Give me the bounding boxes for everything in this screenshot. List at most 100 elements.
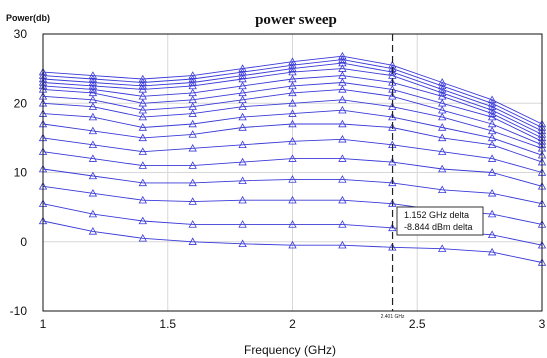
y-tick-label: 0	[20, 235, 27, 249]
series-point	[388, 102, 397, 110]
series-point	[88, 209, 98, 218]
delta-power-text: -8.844 dBm delta	[404, 222, 473, 232]
series-line	[42, 109, 543, 156]
series-point	[338, 220, 347, 228]
series-point	[138, 123, 147, 131]
series-point	[188, 119, 197, 128]
series-point	[388, 242, 397, 251]
series-line	[42, 99, 543, 149]
x-tick-label: 2	[289, 317, 296, 331]
series-point	[88, 85, 98, 93]
series-point	[388, 223, 397, 232]
series-point	[288, 137, 297, 145]
series-point	[238, 176, 247, 185]
series-line	[42, 137, 543, 173]
series-point	[288, 240, 297, 249]
series-point	[338, 55, 347, 63]
series-point	[388, 123, 397, 131]
series-point	[138, 161, 147, 169]
series-point	[188, 161, 197, 169]
series-point	[88, 188, 98, 197]
series-point	[138, 133, 147, 142]
series-line	[42, 151, 543, 187]
series-point	[438, 147, 447, 155]
series-point	[188, 78, 197, 86]
series-point	[238, 239, 247, 248]
series-point	[388, 67, 397, 76]
series-point	[338, 195, 347, 204]
series-point	[438, 112, 447, 121]
series-point	[438, 164, 447, 173]
series-point	[188, 220, 197, 228]
delta-box-frame	[396, 206, 484, 236]
series-point	[487, 140, 497, 149]
series-point	[238, 102, 247, 110]
delta-freq-text: 1.152 GHz delta	[404, 210, 469, 220]
y-tick-label: 10	[14, 166, 28, 180]
series-point	[288, 195, 297, 204]
series-point	[438, 244, 447, 252]
series-line	[42, 168, 543, 205]
x-tick-label: 3	[539, 317, 546, 331]
series-point	[487, 109, 497, 117]
marker-group	[38, 51, 547, 266]
series-point	[338, 175, 347, 183]
series-point	[388, 178, 397, 187]
series-point	[388, 199, 397, 207]
series-point	[188, 109, 197, 117]
series-point	[288, 64, 297, 72]
series-point	[338, 240, 347, 249]
series-point	[188, 197, 197, 205]
series-point	[338, 154, 347, 162]
series-point	[88, 154, 98, 162]
series-point	[138, 233, 147, 242]
series-point	[238, 123, 247, 131]
series-line	[42, 68, 543, 135]
y-tick-label: 20	[14, 96, 28, 110]
series-point	[138, 81, 147, 90]
series-point	[188, 143, 197, 152]
series-point	[238, 112, 247, 121]
series-point	[438, 133, 447, 142]
series-line	[42, 220, 543, 263]
series-point	[188, 237, 197, 245]
series-line	[42, 88, 543, 146]
series-point	[487, 154, 497, 162]
series-line	[42, 123, 543, 163]
x-tick-label: 1.5	[159, 317, 176, 331]
series-point	[288, 220, 297, 228]
plot-frame	[42, 33, 543, 312]
series-point	[487, 247, 497, 256]
series-point	[188, 178, 197, 187]
series-point	[288, 88, 297, 97]
series-point	[88, 140, 98, 149]
series-point	[288, 119, 297, 128]
delta-box: 1.152 GHz delta -8.844 dBm delta	[396, 206, 484, 236]
series-point	[88, 112, 98, 121]
series-point	[288, 175, 297, 183]
series-point	[138, 112, 147, 121]
series-line	[42, 82, 543, 142]
y-axis-label: Power(db)	[6, 13, 50, 23]
series-point	[487, 188, 497, 197]
series-point	[238, 220, 247, 228]
x-axis-label: Frequency (GHz)	[244, 343, 336, 357]
series-point	[238, 195, 247, 204]
series-point	[438, 123, 447, 131]
x-tick-label: 1	[40, 317, 47, 331]
series-point	[487, 230, 497, 239]
chart-title: power sweep	[255, 12, 337, 28]
series-point	[388, 157, 397, 166]
series-point	[88, 126, 98, 135]
series-point	[388, 112, 397, 121]
series-point	[338, 134, 347, 143]
series-point	[138, 216, 147, 225]
series-point	[138, 147, 147, 155]
series-point	[438, 88, 447, 97]
series-point	[338, 85, 347, 93]
series-point	[438, 185, 447, 194]
series-point	[388, 92, 397, 100]
series-point	[288, 154, 297, 162]
series-point	[138, 178, 147, 187]
